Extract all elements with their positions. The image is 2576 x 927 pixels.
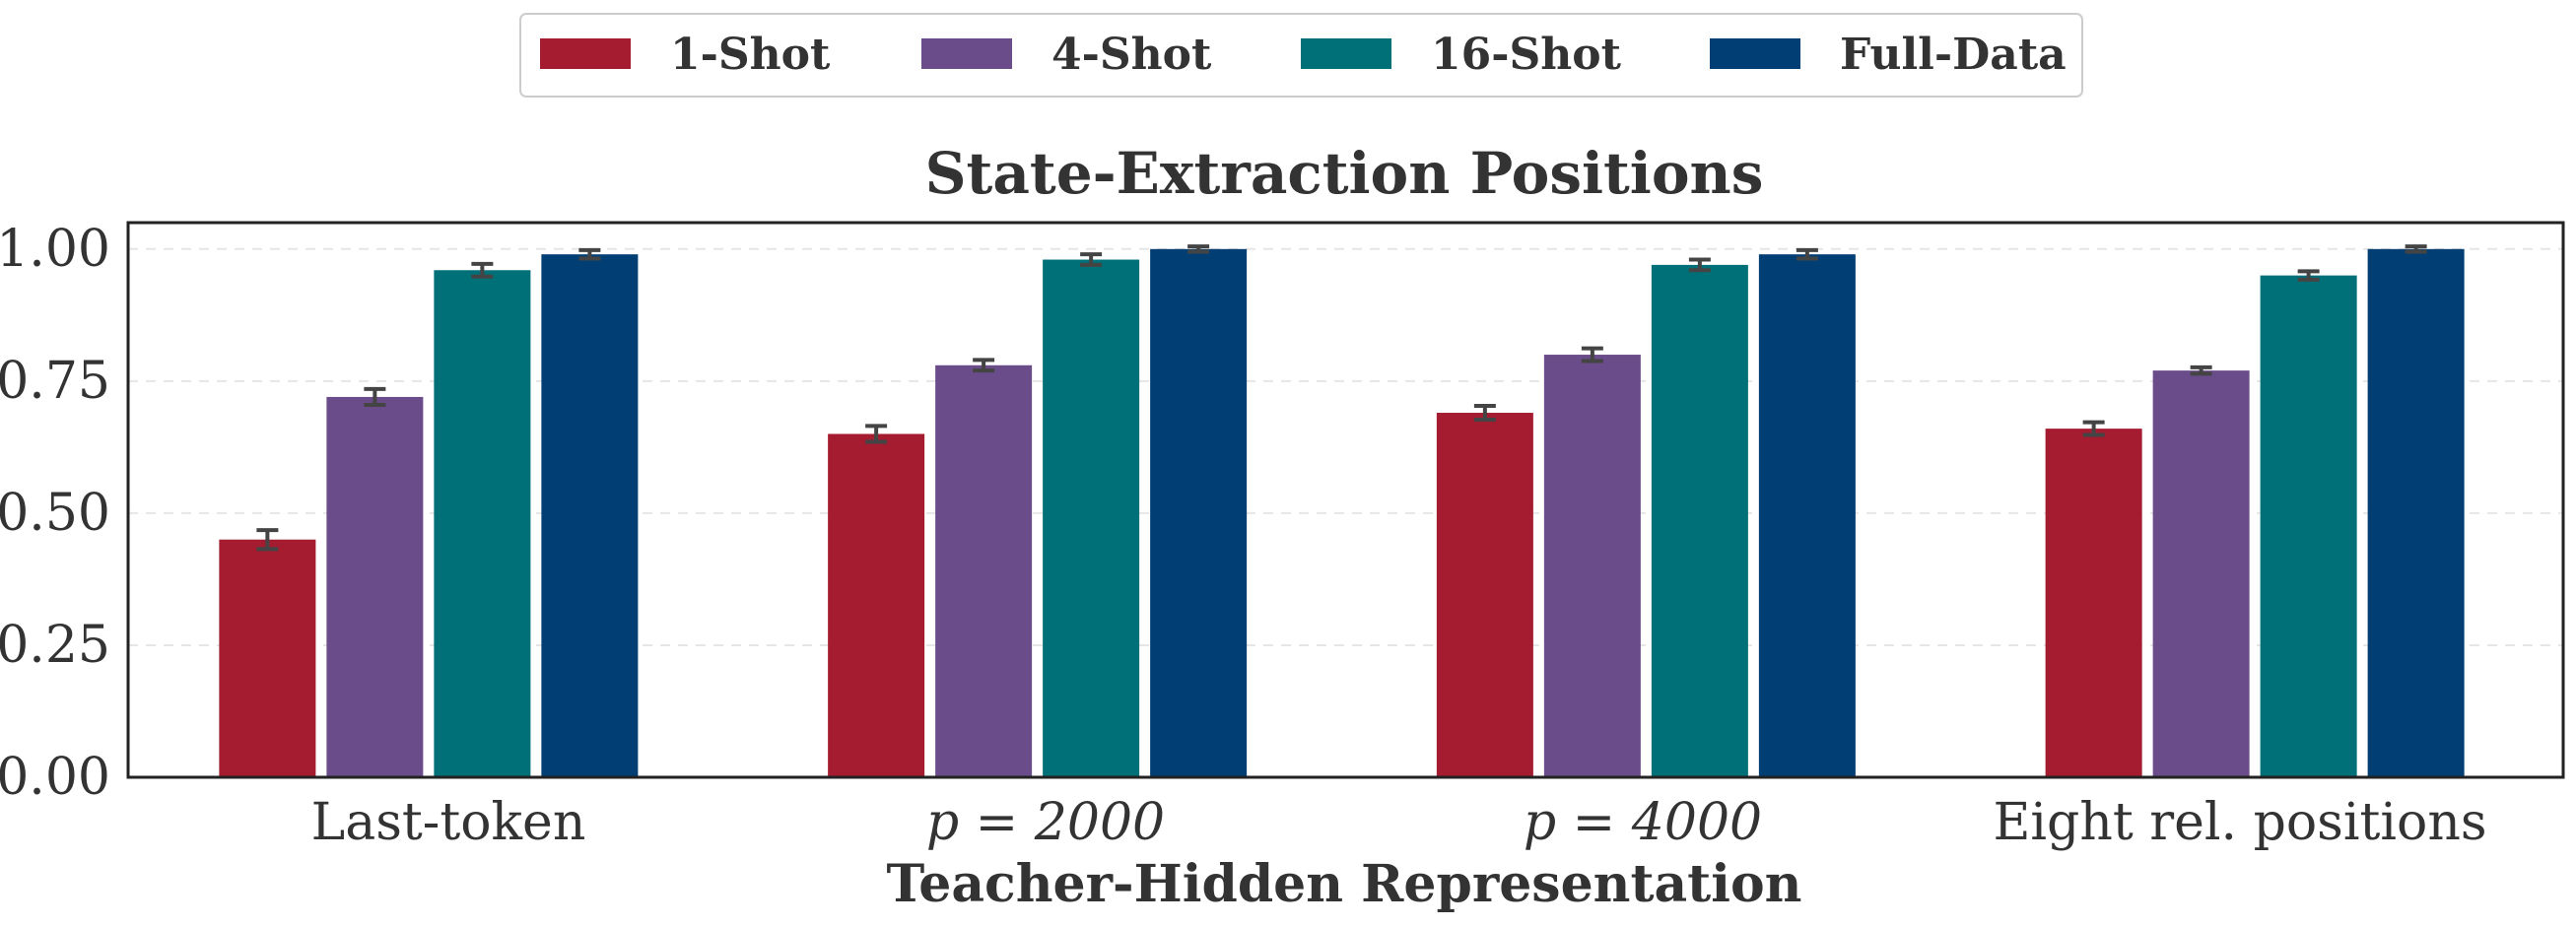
y-tick-labels: 0.00 0.25 0.50 0.75 1.00 [0, 220, 110, 807]
x-tick-label-p2000: p = 2000 [926, 793, 1165, 852]
bar [2045, 429, 2142, 777]
y-tick-label: 0.25 [0, 616, 110, 675]
legend-swatch [1301, 38, 1391, 69]
bar [1758, 254, 1856, 778]
legend-label: 16-Shot [1431, 30, 1622, 80]
bar [2367, 248, 2465, 778]
x-tick-label-last-token: Last-token [311, 793, 586, 852]
x-tick-label-p4000: p = 4000 [1524, 793, 1762, 852]
legend-swatch [540, 38, 631, 69]
bar [434, 270, 531, 777]
legend-label: 4-Shot [1051, 30, 1212, 80]
y-tick-label: 0.75 [0, 352, 110, 411]
bar [2260, 275, 2357, 777]
bar [935, 364, 1033, 777]
bar [828, 433, 925, 777]
bar [1436, 413, 1533, 777]
bar [1651, 264, 1748, 777]
y-tick-label: 0.50 [0, 484, 110, 543]
bar [2152, 370, 2250, 777]
x-axis-title: Teacher-Hidden Representation [887, 854, 1802, 914]
bar [541, 254, 639, 778]
bar [326, 396, 424, 777]
y-tick-label: 0.00 [0, 748, 110, 807]
bar [1150, 248, 1248, 778]
plot-frame [126, 221, 2565, 779]
chart-title: State-Extraction Positions [925, 140, 1764, 207]
y-tick-label: 1.00 [0, 220, 110, 279]
legend-swatch [1710, 38, 1800, 69]
x-tick-labels: Last-token p = 2000 p = 4000 Eight rel. … [311, 793, 2487, 852]
legend-swatch [921, 38, 1012, 69]
legend-label: 1-Shot [670, 30, 831, 80]
bar [219, 539, 316, 777]
bars [219, 244, 2465, 778]
x-tick-label-eight-rel-positions: Eight rel. positions [1993, 793, 2486, 852]
legend: 1-Shot 4-Shot 16-Shot Full-Data [519, 13, 2083, 98]
bar [1543, 355, 1641, 777]
legend-label: Full-Data [1840, 30, 2067, 80]
bar [1043, 259, 1140, 777]
